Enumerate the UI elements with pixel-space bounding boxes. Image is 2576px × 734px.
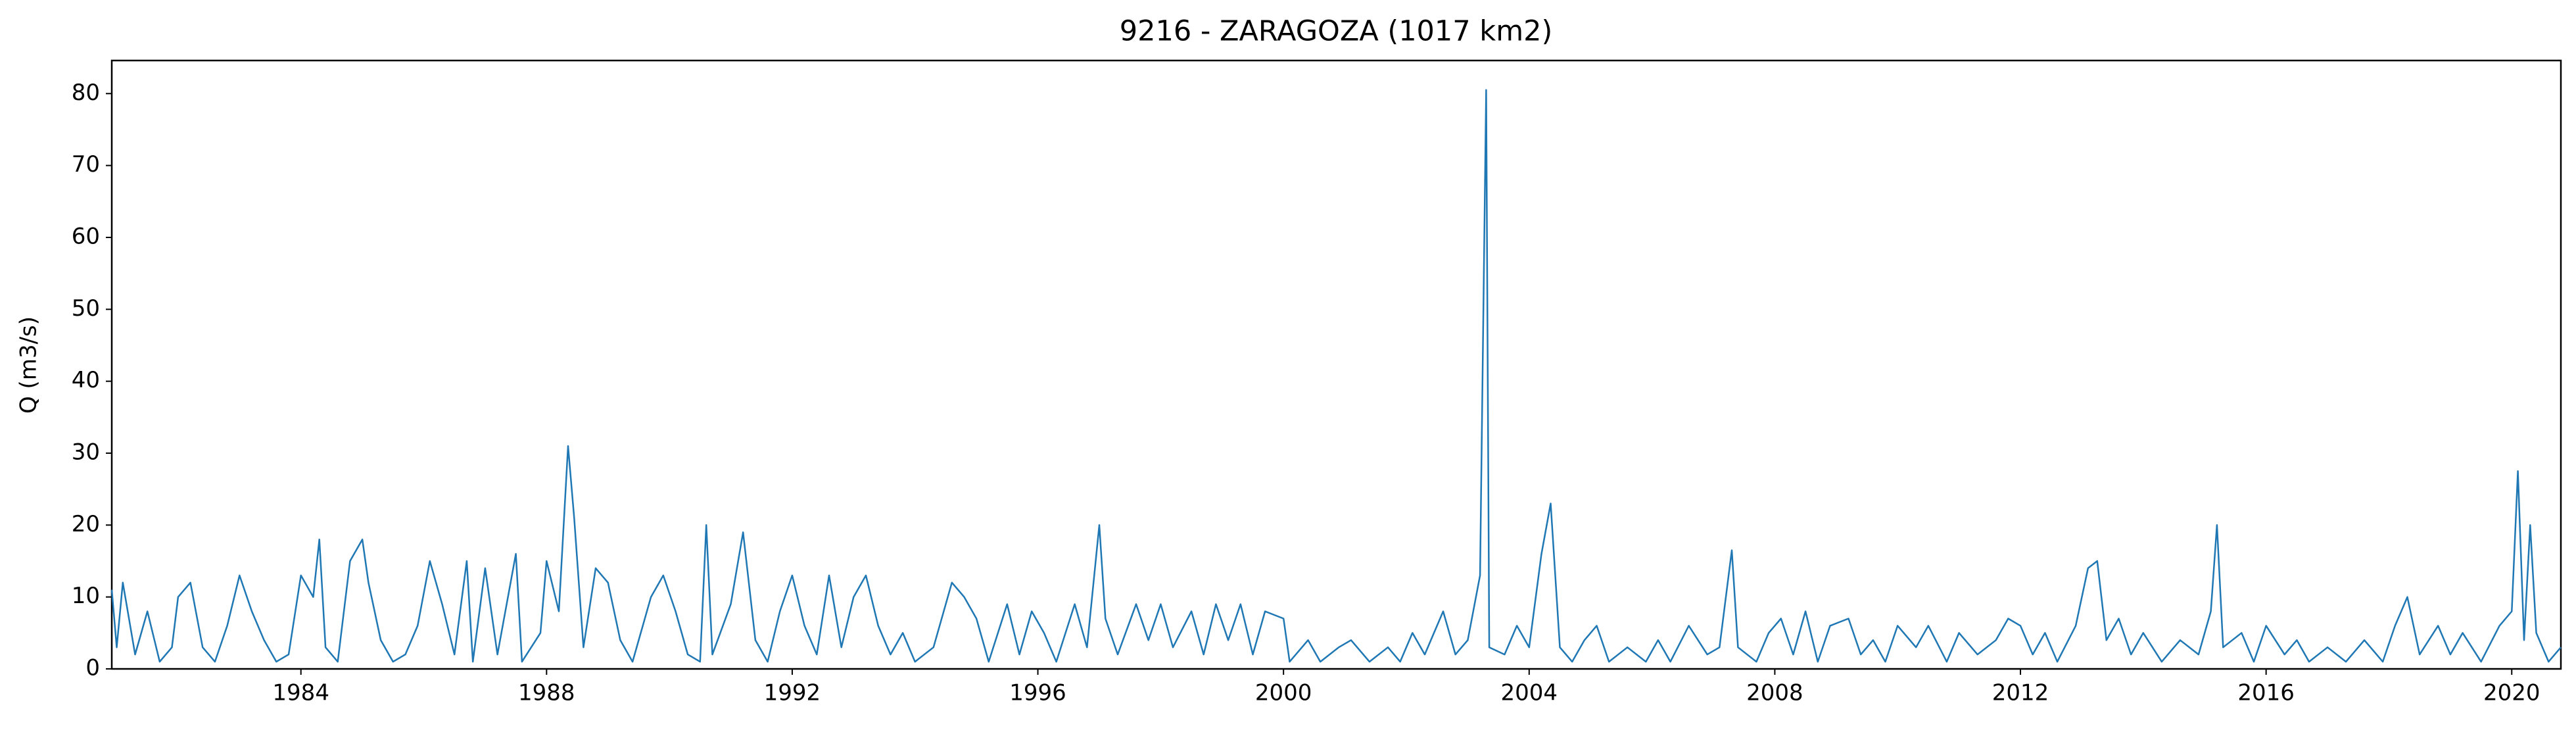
x-tick-label: 2004 — [1501, 680, 1558, 706]
x-tick-label: 2012 — [1992, 680, 2049, 706]
y-tick-label: 10 — [72, 583, 100, 609]
y-tick-label: 20 — [72, 511, 100, 537]
plot-frame — [110, 59, 2562, 670]
x-tick-label: 1988 — [518, 680, 575, 706]
chart-title: 9216 - ZARAGOZA (1017 km2) — [1120, 15, 1552, 48]
y-tick-label: 30 — [72, 439, 100, 465]
x-tick-label: 2016 — [2237, 680, 2295, 706]
y-tick-label: 70 — [72, 151, 100, 178]
y-tick-label: 0 — [85, 655, 100, 681]
x-tick-label: 2008 — [1746, 680, 1803, 706]
x-tick-label: 2020 — [2483, 680, 2540, 706]
x-tick-label: 1992 — [764, 680, 821, 706]
y-tick-label: 50 — [72, 295, 100, 322]
x-tick-label: 1996 — [1009, 680, 1066, 706]
y-tick-label: 80 — [72, 80, 100, 106]
y-axis-label: Q (m3/s) — [16, 316, 42, 414]
x-tick-label: 2000 — [1255, 680, 1312, 706]
data-line — [110, 89, 2562, 663]
y-tick-label: 40 — [72, 367, 100, 393]
y-tick-label: 60 — [72, 223, 100, 249]
x-tick-label: 1984 — [272, 680, 329, 706]
